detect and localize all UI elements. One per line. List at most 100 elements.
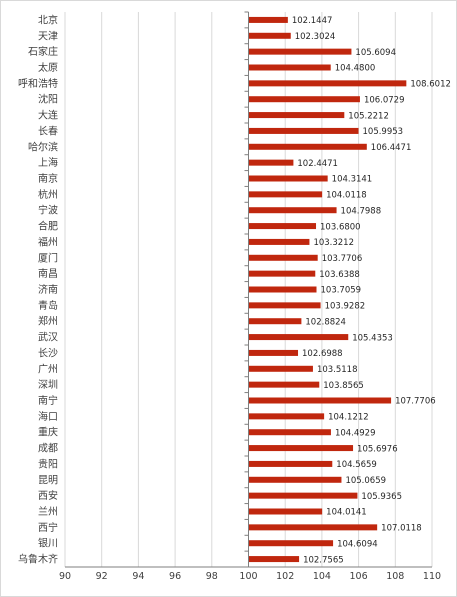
bar [248,365,313,372]
data-label: 103.5118 [317,365,358,375]
category-label: 合肥 [38,220,58,233]
bar [248,429,331,436]
bar [248,64,331,71]
category-label: 兰州 [38,505,58,518]
data-label: 102.8824 [305,317,346,327]
category-label: 武汉 [38,331,58,344]
data-label: 102.3024 [295,32,336,42]
bar [248,286,317,293]
category-label: 成都 [38,443,58,455]
bar [248,334,349,341]
category-label: 济南 [38,283,58,296]
category-label: 南宁 [38,394,58,407]
x-tick-label: 102 [276,571,294,582]
data-label: 105.4353 [352,333,393,343]
category-label: 青岛 [38,299,58,312]
bar [248,270,316,277]
category-label: 大连 [38,109,58,122]
category-label: 沈阳 [38,93,58,106]
x-tick-label: 106 [350,571,368,582]
category-label: 厦门 [38,251,58,264]
bar [248,413,325,420]
data-label: 103.8565 [323,381,364,391]
data-label: 103.6800 [320,222,361,232]
bar [248,238,310,245]
bar [248,175,328,182]
bar [248,223,317,230]
category-label: 南京 [38,172,58,185]
data-label: 102.7565 [303,555,344,565]
data-label: 105.2212 [348,111,389,121]
data-label: 105.9953 [363,127,404,137]
bar [248,127,359,134]
bar [248,508,323,515]
bar [248,112,345,119]
data-label: 107.7706 [395,397,436,407]
x-tick-label: 110 [423,571,441,582]
x-tick-label: 90 [59,571,71,582]
bar [248,524,378,531]
category-label: 西宁 [38,521,58,534]
data-label: 103.9282 [325,302,366,312]
data-label: 104.1212 [328,413,369,423]
category-label: 宁波 [38,204,58,217]
bar [248,143,367,150]
category-label: 乌鲁木齐 [18,553,58,566]
data-label: 105.6976 [357,444,398,454]
bar [248,80,407,87]
x-tick-label: 96 [169,571,181,582]
bar [248,556,300,563]
category-label: 福州 [38,235,58,248]
category-label: 贵阳 [38,457,58,470]
data-label: 102.1447 [292,16,333,26]
x-tick-label: 94 [132,571,144,582]
bar [248,397,392,404]
category-label: 北京 [38,13,58,26]
bar [248,318,302,325]
bar [248,191,323,198]
data-label: 103.7059 [321,286,362,296]
category-label: 哈尔滨 [28,140,58,153]
category-label: 昆明 [38,474,58,486]
data-label: 105.9365 [361,492,402,502]
bar [248,445,354,452]
data-label: 104.4929 [335,428,376,438]
x-tick-label: 92 [96,571,108,582]
bar [248,476,342,483]
data-label: 104.7988 [341,206,382,216]
bar [248,207,337,214]
data-label: 102.6988 [302,349,343,359]
x-tick-label: 98 [206,571,218,582]
category-label: 石家庄 [28,45,58,58]
bar [248,381,320,388]
data-label: 102.4471 [297,159,338,169]
data-label: 106.0729 [364,95,405,105]
category-label: 广州 [38,363,58,375]
data-label: 104.3141 [332,175,373,185]
category-label: 呼和浩特 [18,78,58,90]
bar [248,159,294,166]
bar [248,460,333,467]
category-label: 杭州 [38,188,58,201]
data-label: 104.5659 [336,460,377,470]
bar [248,540,334,547]
bar [248,16,288,23]
data-label: 103.7706 [322,254,363,264]
x-tick-label: 100 [239,571,257,582]
bar [248,349,299,356]
data-label: 104.0118 [326,191,367,201]
bar [248,48,352,55]
data-label: 105.0659 [345,476,386,486]
data-label: 107.0118 [381,524,422,534]
category-label: 郑州 [38,315,58,328]
category-label: 海口 [38,410,58,423]
category-label: 深圳 [38,379,58,391]
category-label: 银川 [38,537,58,550]
category-label: 西安 [38,489,58,502]
data-label: 105.6094 [355,48,396,58]
category-label: 重庆 [38,426,58,439]
data-label: 104.4800 [335,64,376,74]
x-tick-label: 108 [386,571,404,582]
